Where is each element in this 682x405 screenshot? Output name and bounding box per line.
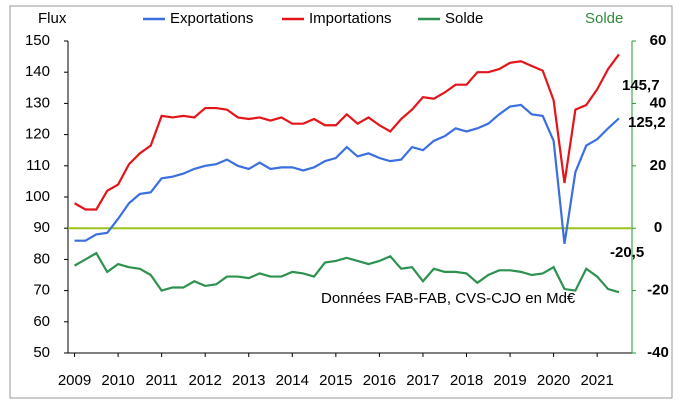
x-tick-label: 2015 (319, 372, 352, 389)
y2-axis-label: Solde (585, 10, 623, 27)
y-tick-label: 60 (33, 313, 50, 330)
series-line (74, 103, 620, 244)
annotation: 125,2 (628, 114, 666, 131)
y2-tick-label: 60 (650, 32, 667, 49)
y-tick-label: 150 (25, 32, 50, 49)
y-tick-label: 80 (33, 250, 50, 267)
series-line (73, 53, 620, 211)
legend-label: Exportations (170, 10, 253, 27)
y-tick-label: 100 (25, 188, 50, 205)
x-tick-label: 2012 (189, 372, 222, 389)
y2-tick-label: -20 (647, 282, 669, 299)
y-tick-label: 110 (26, 157, 50, 174)
y-tick-label: 50 (33, 344, 50, 361)
x-tick-label: 2020 (537, 372, 570, 389)
x-tick-label: 2011 (146, 372, 178, 389)
legend-label: Importations (309, 10, 392, 27)
y-tick-label: 90 (33, 219, 50, 236)
annotation: Données FAB-FAB, CVS-CJO en Md€ (321, 290, 576, 307)
y2-tick-label: 20 (650, 157, 667, 174)
x-tick-label: 2014 (276, 372, 309, 389)
y-tick-label: 140 (25, 63, 50, 80)
y2-tick-label: -40 (647, 344, 669, 361)
x-tick-label: 2016 (363, 372, 396, 389)
y-tick-label: 130 (25, 94, 50, 111)
y2-tick-label: 40 (650, 94, 667, 111)
annotation: 145,7 (622, 77, 660, 94)
annotation: -20,5 (610, 244, 644, 261)
x-tick-label: 2021 (580, 372, 613, 389)
y-tick-label: 70 (33, 282, 50, 299)
x-tick-label: 2009 (58, 372, 91, 389)
legend-label: Solde (445, 10, 483, 27)
x-tick-label: 2013 (232, 372, 265, 389)
y-axis-label: Flux (38, 10, 67, 27)
x-tick-label: 2018 (450, 372, 483, 389)
frame (9, 5, 673, 399)
y-tick-label: 120 (25, 126, 50, 143)
x-tick-label: 2017 (406, 372, 439, 389)
x-tick-label: 2019 (493, 372, 526, 389)
x-tick-label: 2010 (101, 372, 134, 389)
y2-tick-label: 0 (654, 219, 662, 236)
series-line (73, 251, 620, 294)
